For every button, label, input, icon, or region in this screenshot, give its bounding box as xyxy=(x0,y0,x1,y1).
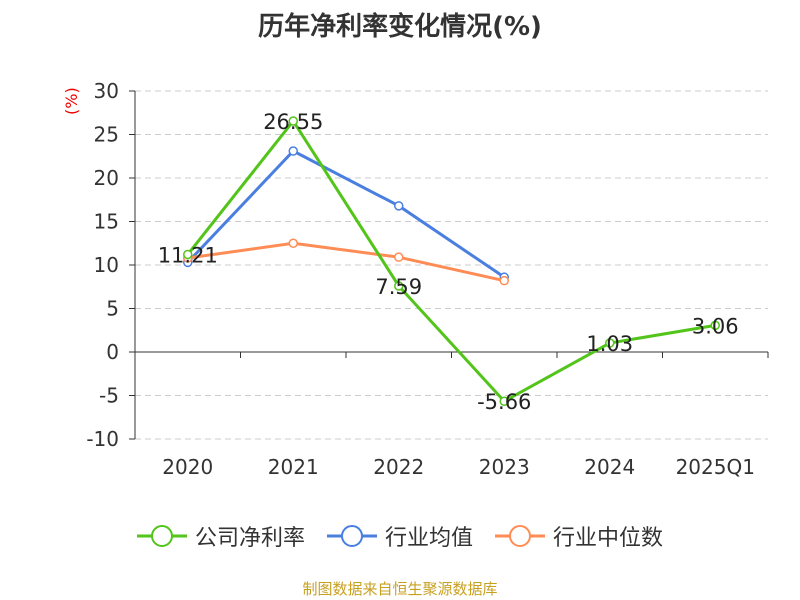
source-footer: 制图数据来自恒生聚源数据库 xyxy=(302,580,498,598)
x-tick-label: 2025Q1 xyxy=(676,455,755,479)
legend-line-circle-icon xyxy=(326,525,377,547)
x-tick-label: 2020 xyxy=(162,455,213,479)
legend-item[interactable]: 行业中位数 xyxy=(495,520,663,552)
x-tick-label: 2023 xyxy=(479,455,530,479)
data-point xyxy=(394,281,404,291)
data-point xyxy=(288,116,298,126)
data-point xyxy=(183,249,193,260)
y-tick-label: 25 xyxy=(94,123,119,147)
data-label: 3.06 xyxy=(692,314,739,338)
data-label: -5.66 xyxy=(477,390,531,414)
y-tick-label: 0 xyxy=(106,340,119,364)
series-line-0 xyxy=(186,118,716,404)
y-tick-label: -10 xyxy=(86,427,119,451)
data-point xyxy=(499,275,509,286)
data-point xyxy=(394,252,404,262)
x-tick-label: 2024 xyxy=(584,455,635,479)
legend-item[interactable]: 行业均值 xyxy=(326,520,473,552)
legend-label: 行业中位数 xyxy=(553,526,664,551)
x-tick-label: 2021 xyxy=(268,455,319,479)
legend: 公司净利率 行业均值 行业中位数 xyxy=(0,520,800,552)
legend-line-circle-icon xyxy=(136,525,187,547)
chart-title: 历年净利率变化情况(%) xyxy=(258,12,542,42)
data-label: 11.21 xyxy=(158,243,218,267)
legend-line-circle-icon xyxy=(495,525,545,547)
data-label: 1.03 xyxy=(586,332,633,356)
data-point xyxy=(710,320,720,331)
series-line-1 xyxy=(186,149,506,279)
data-label: 7.59 xyxy=(375,275,422,299)
y-tick-label: 15 xyxy=(94,210,119,234)
legend-label: 行业均值 xyxy=(384,526,473,551)
y-tick-label: 10 xyxy=(94,253,119,277)
x-tick-label: 2022 xyxy=(373,455,424,479)
y-tick-label: -5 xyxy=(99,384,119,408)
legend-label: 公司净利率 xyxy=(194,526,305,551)
legend-item[interactable]: 公司净利率 xyxy=(136,520,305,552)
data-point xyxy=(605,338,615,348)
y-tick-label: 5 xyxy=(106,297,119,321)
data-point xyxy=(288,238,298,248)
series-line-2 xyxy=(187,241,505,283)
data-point xyxy=(394,201,404,211)
data-point xyxy=(499,396,509,406)
data-point xyxy=(288,146,298,156)
data-label: 26.55 xyxy=(263,110,323,134)
y-tick-label: 30 xyxy=(94,79,119,103)
y-tick-label: 20 xyxy=(94,166,119,190)
